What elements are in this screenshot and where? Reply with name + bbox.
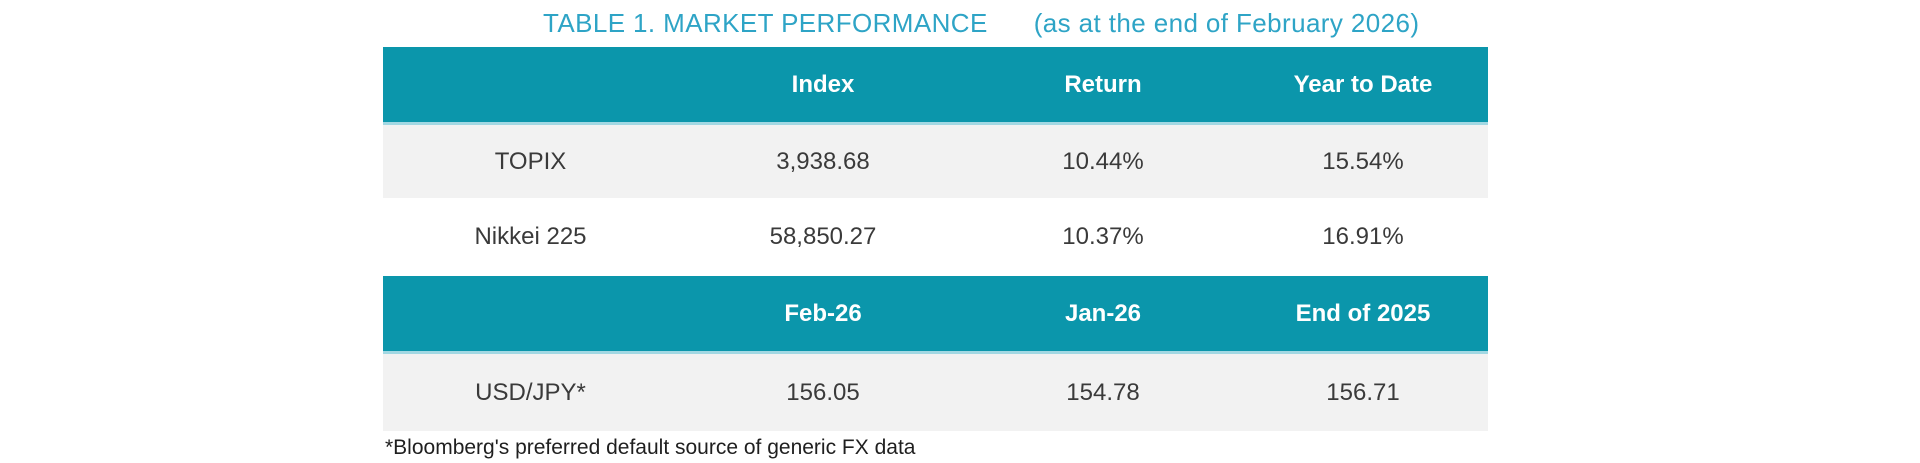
- row-label: Nikkei 225: [474, 223, 587, 250]
- fx-header-row: Feb-26 Jan-26 End of 2025: [383, 276, 1488, 354]
- table-row-usdjpy: USD/JPY* 156.05 154.78 156.71: [383, 354, 1488, 431]
- header-cell-year-to-date: Year to Date: [1293, 70, 1433, 98]
- table-row-nikkei225: Nikkei 225 58,850.27 10.37% 16.91%: [383, 198, 1488, 276]
- cell-index-value: 58,850.27: [769, 223, 877, 250]
- row-label: TOPIX: [494, 147, 567, 175]
- bloomberg-footnote: *Bloomberg's preferred default source of…: [385, 436, 916, 459]
- header-cell-return: Return: [1064, 70, 1142, 98]
- row-label: USD/JPY*: [475, 378, 586, 406]
- table-title-date-suffix: (as at the end of February 2026): [1033, 8, 1420, 38]
- header-cell-jan-26: Jan-26: [1064, 299, 1142, 327]
- header-cell-end-of-2025: End of 2025: [1295, 299, 1431, 327]
- header-cell-index: Index: [791, 70, 855, 98]
- market-performance-table-block: TABLE 1. MARKET PERFORMANCE (as at the e…: [383, 0, 1488, 460]
- table-row-topix: TOPIX 3,938.68 10.44% 15.54%: [383, 125, 1488, 198]
- cell-ytd-value: 16.91%: [1322, 223, 1404, 250]
- table-title: TABLE 1. MARKET PERFORMANCE (as at the e…: [383, 0, 1488, 47]
- cell-feb-26-value: 156.05: [786, 378, 860, 406]
- market-performance-table: Index Return Year to Date TOPIX 3,938.68…: [383, 47, 1488, 431]
- table-title-main: TABLE 1. MARKET PERFORMANCE: [543, 8, 988, 38]
- cell-return-value: 10.37%: [1062, 223, 1144, 250]
- index-header-row: Index Return Year to Date: [383, 47, 1488, 125]
- cell-ytd-value: 15.54%: [1322, 147, 1404, 175]
- cell-return-value: 10.44%: [1062, 147, 1144, 175]
- header-cell-feb-26: Feb-26: [784, 299, 862, 327]
- cell-index-value: 3,938.68: [776, 147, 870, 175]
- cell-jan-26-value: 154.78: [1066, 378, 1140, 406]
- cell-end-of-2025-value: 156.71: [1326, 378, 1400, 406]
